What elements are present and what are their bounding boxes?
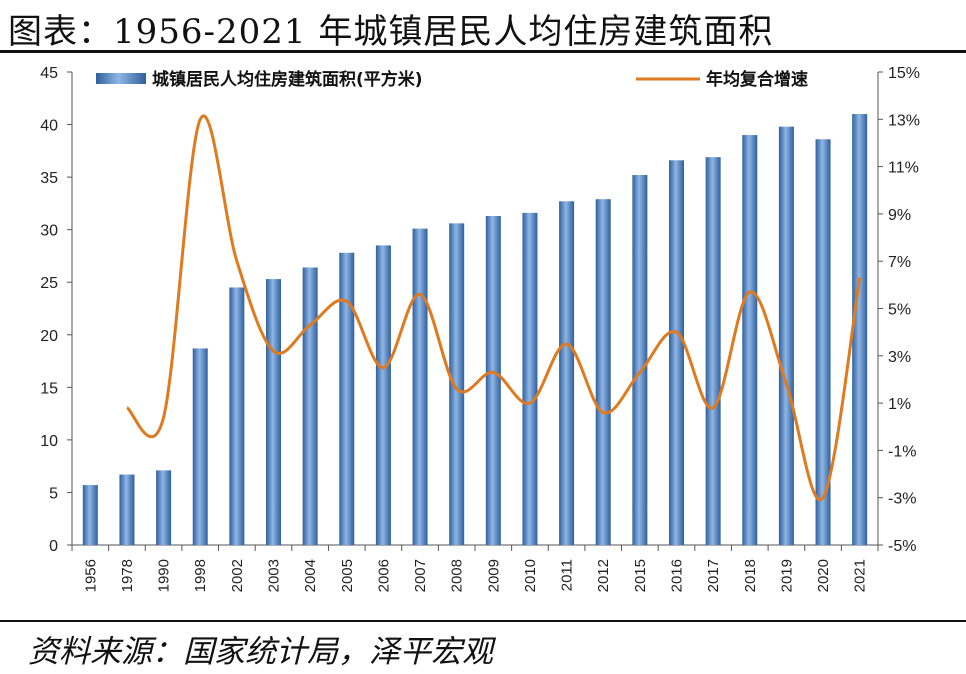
bar [375,245,391,545]
x-tick-label: 2016 [669,559,686,592]
x-tick-label: 2008 [449,559,466,592]
right-tick-label: 11% [888,160,919,177]
left-tick-label: 15 [40,380,58,397]
bar [742,135,758,546]
bar [449,223,465,546]
bar [82,485,98,545]
chart-title: 图表：1956-2021 年城镇居民人均住房建筑面积 [8,12,774,52]
x-tick-label: 2004 [302,559,319,592]
right-tick-label: -5% [888,538,916,555]
x-tick-label: 1978 [119,559,136,592]
bar [192,348,208,545]
left-tick-label: 35 [40,170,58,187]
x-tick-label: 2011 [559,559,576,591]
x-tick-label: 2015 [632,559,649,592]
x-tick-label: 2018 [742,559,759,592]
bar [266,279,281,545]
bar [485,216,501,545]
x-tick-label: 2007 [412,559,429,592]
right-tick-label: 15% [888,65,920,82]
x-tick-label: 2003 [266,559,283,592]
left-tick-label: 5 [49,485,58,502]
legend: 城镇居民人均住房建筑面积(平方米) 年均复合增速 [96,69,808,90]
bar [815,139,831,545]
bar [632,175,648,545]
right-tick-label: 7% [888,254,911,271]
x-tick-label: 1998 [192,559,209,592]
x-tick-label: 2021 [852,559,869,592]
bar [119,474,135,545]
bar [302,267,318,545]
bar [522,212,538,546]
growth-line [125,114,862,502]
x-tick-label: 1990 [156,559,173,592]
bar-series [82,114,868,546]
x-tick-label: 2002 [229,559,246,592]
legend-bar-swatch [96,73,146,84]
right-tick-label: 9% [888,207,911,224]
right-tick-label: 5% [888,302,911,319]
left-tick-label: 30 [40,223,58,240]
right-tick-label: 13% [888,112,920,129]
legend-bar-label: 城镇居民人均住房建筑面积(平方米) [152,69,423,90]
right-tick-label: 1% [888,396,911,413]
bar [559,201,575,545]
x-tick-label: 1956 [82,559,99,592]
x-tick-label: 2017 [705,559,722,592]
bar [156,470,172,545]
right-tick-label: -3% [888,491,916,508]
source-note: 资料来源：国家统计局，泽平宏观 [28,634,493,670]
legend-line-label: 年均复合增速 [706,69,808,90]
x-tick-label: 2006 [375,559,392,592]
x-tick-label: 2019 [778,559,795,592]
left-tick-label: 45 [40,65,58,82]
right-tick-label: 3% [888,349,911,366]
bar [669,160,684,545]
right-tick-label: -1% [888,443,916,460]
axes: 0 5 10 15 20 25 30 35 40 45 -5% -3% -1% 1% 3% 5% 7% 9% 11%… [40,65,920,592]
source-rule [0,620,966,622]
bar [339,252,355,545]
line-series [125,114,862,502]
x-tick-label: 2009 [485,559,502,592]
left-tick-label: 0 [49,538,58,555]
x-tick-label: 2010 [522,559,539,592]
bar [852,114,868,546]
left-tick-label: 10 [40,433,58,450]
bar [595,199,611,545]
title-rule [0,50,966,53]
bar [229,287,245,545]
bar [778,126,794,545]
bar [705,157,721,545]
left-tick-label: 25 [40,275,58,292]
bar [412,228,428,546]
left-tick-label: 40 [40,118,58,135]
x-tick-label: 2012 [595,559,612,592]
x-tick-label: 2005 [339,559,356,592]
x-tick-label: 2020 [815,559,832,592]
left-tick-label: 20 [40,328,58,345]
